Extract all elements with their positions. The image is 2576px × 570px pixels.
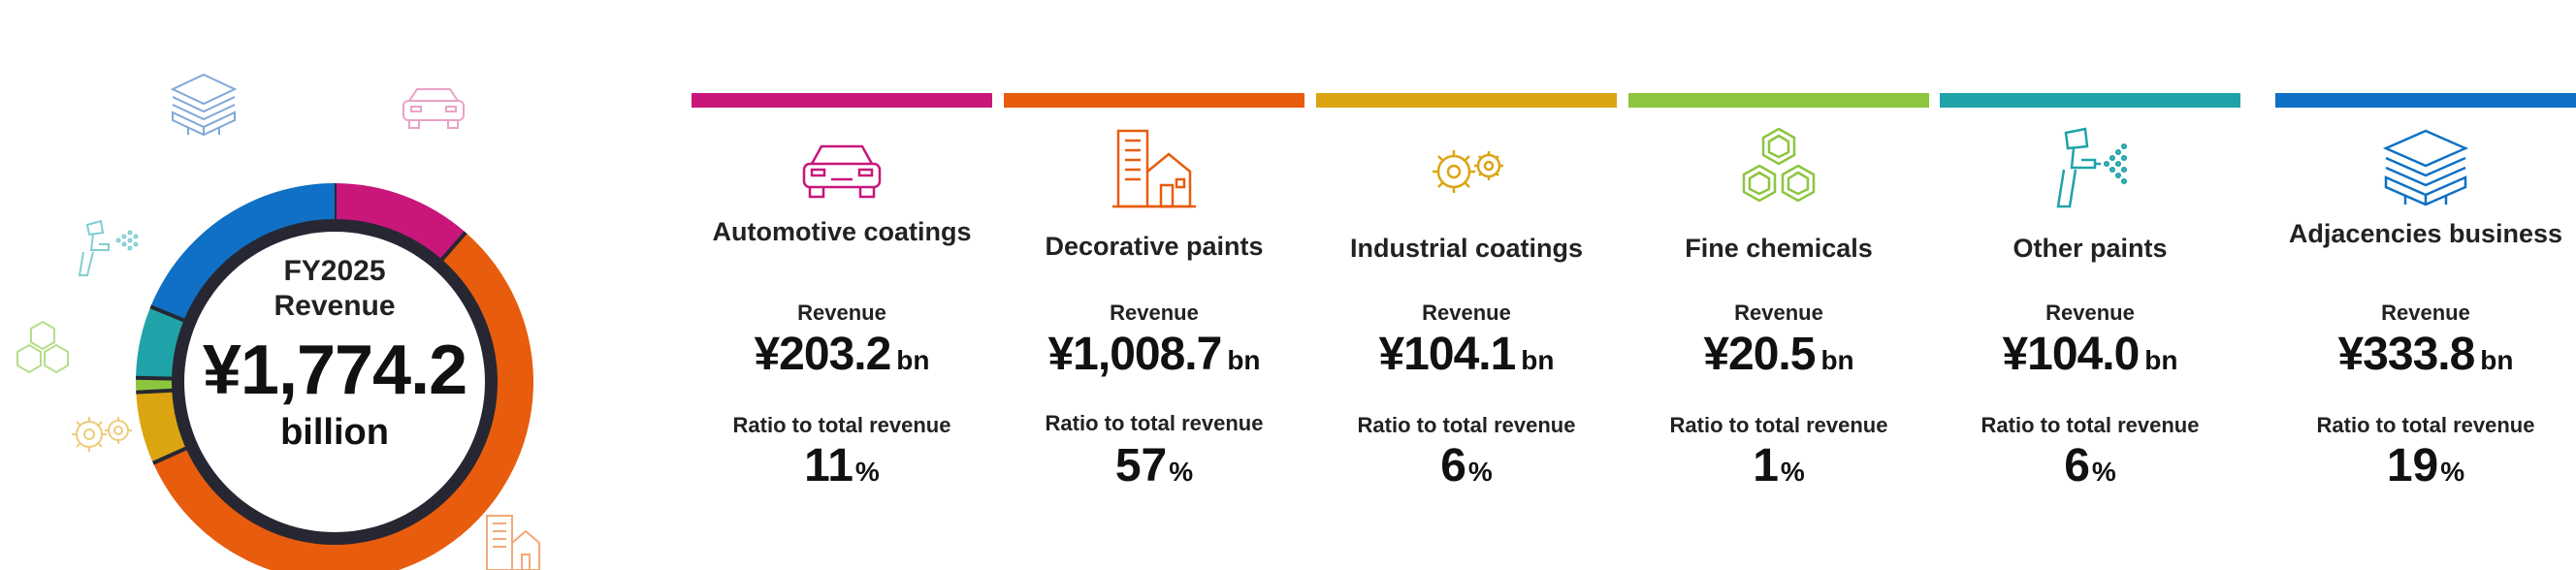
revenue-label: Revenue (274, 290, 396, 322)
ratio-number: 6 (2064, 440, 2090, 491)
revenue-value: ¥20.5 bn (1628, 328, 1929, 381)
hexagons-icon (16, 320, 69, 374)
revenue-label: Revenue (1422, 301, 1511, 325)
revenue-value: ¥333.8 bn (2275, 328, 2576, 381)
ratio-number: 11 (804, 440, 853, 491)
ratio-unit: % (1780, 457, 1805, 487)
revenue-label: Revenue (797, 301, 886, 325)
ratio-unit: % (1467, 457, 1493, 487)
spray-gun-icon (2056, 127, 2128, 208)
donut-svg (16, 73, 540, 570)
fiscal-year-label: FY2025 (283, 255, 386, 287)
spray-gun-icon (78, 219, 139, 276)
revenue-amount: ¥104.0 (2002, 329, 2140, 380)
ratio-value: 11% (692, 439, 992, 492)
revenue-unit: bn (1227, 345, 1261, 375)
revenue-value: ¥104.0 bn (1940, 328, 2240, 381)
revenue-amount: ¥104.1 (1378, 329, 1516, 380)
revenue-value: ¥203.2 bn (692, 328, 992, 381)
segment-decorative-paints: Decorative paints Revenue ¥1,008.7 bn Rat… (1004, 93, 1304, 491)
segment-color-bar (1004, 93, 1304, 108)
car-icon (802, 144, 882, 199)
ratio-label: Ratio to total revenue (1669, 413, 1888, 437)
revenue-label: Revenue (1110, 301, 1199, 325)
ratio-number: 6 (1440, 440, 1466, 491)
gears-icon (72, 417, 132, 452)
segment-name: Decorative paints (1045, 232, 1264, 261)
ratio-number: 1 (1753, 440, 1779, 491)
revenue-unit: bn (2480, 345, 2514, 375)
ratio-label: Ratio to total revenue (2316, 413, 2535, 437)
ratio-label: Ratio to total revenue (732, 413, 951, 437)
revenue-amount: ¥20.5 (1703, 329, 1816, 380)
segment-name: Adjacencies business (2288, 219, 2563, 248)
buildings-icon (486, 515, 540, 570)
segment-color-bar (1316, 93, 1617, 108)
ratio-unit: % (2091, 457, 2116, 487)
segment-color-bar (692, 93, 992, 108)
donut-slice-automotive-coatings (335, 183, 467, 266)
segment-color-bar (1628, 93, 1929, 108)
revenue-donut-chart: FY2025 Revenue ¥1,774.2 billion (0, 0, 679, 570)
segment-fine-chemicals: Fine chemicals Revenue ¥20.5 bn Ratio to … (1628, 93, 1929, 491)
revenue-unit: bn (1521, 345, 1555, 375)
revenue-label: Revenue (2381, 301, 2470, 325)
revenue-value: ¥1,008.7 bn (1004, 328, 1304, 381)
layers-icon (2382, 129, 2469, 206)
total-revenue-unit: billion (280, 412, 389, 453)
segment-automotive-coatings: Automotive coatings Revenue ¥203.2 bn Rat… (692, 93, 992, 491)
donut-center-label: FY2025 Revenue ¥1,774.2 billion (165, 254, 504, 454)
hexagons-icon (1742, 127, 1816, 203)
revenue-amount: ¥203.2 (754, 329, 891, 380)
donut-center (184, 232, 485, 532)
revenue-amount: ¥333.8 (2337, 329, 2475, 380)
revenue-value: ¥104.1 bn (1316, 328, 1617, 381)
segment-adjacencies-business: Adjacencies business Revenue ¥333.8 bn Ra… (2275, 93, 2576, 491)
revenue-label: Revenue (1734, 301, 1823, 325)
donut-slice-decorative-paints (152, 232, 533, 570)
ratio-unit: % (1169, 457, 1194, 487)
ratio-number: 19 (2386, 440, 2439, 491)
segment-color-bar (2275, 93, 2576, 108)
revenue-unit: bn (2144, 345, 2178, 375)
buildings-icon (1112, 129, 1196, 208)
segment-other-paints: Other paints Revenue ¥104.0 bn Ratio to t… (1940, 93, 2240, 491)
ratio-label: Ratio to total revenue (1045, 411, 1264, 435)
revenue-unit: bn (1820, 345, 1854, 375)
segment-industrial-coatings: Industrial coatings Revenue ¥104.1 bn Rat… (1316, 93, 1617, 491)
ratio-unit: % (2440, 457, 2465, 487)
revenue-label: Revenue (2045, 301, 2135, 325)
car-icon (402, 88, 465, 129)
ratio-value: 6% (1940, 439, 2240, 492)
ratio-value: 57% (1004, 439, 1304, 492)
ratio-label: Ratio to total revenue (1357, 413, 1576, 437)
segment-name: Automotive coatings (712, 217, 972, 246)
total-revenue-value: ¥1,774.2 (202, 332, 467, 409)
gears-icon (1433, 150, 1503, 193)
ratio-value: 1% (1628, 439, 1929, 492)
layers-icon (170, 73, 238, 137)
segment-name: Industrial coatings (1349, 234, 1584, 263)
ratio-unit: % (854, 457, 880, 487)
ratio-value: 6% (1316, 439, 1617, 492)
ratio-label: Ratio to total revenue (1980, 413, 2200, 437)
ratio-number: 57 (1114, 440, 1168, 491)
revenue-amount: ¥1,008.7 (1047, 329, 1222, 380)
revenue-unit: bn (896, 345, 930, 375)
segment-color-bar (1940, 93, 2240, 108)
segment-name: Other paints (2012, 234, 2168, 263)
ratio-value: 19% (2275, 439, 2576, 492)
segment-name: Fine chemicals (1685, 234, 1873, 263)
